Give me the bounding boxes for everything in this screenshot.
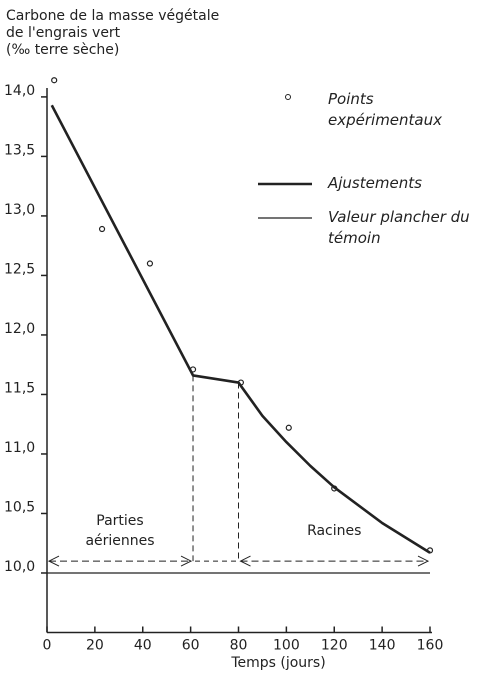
y-tick-label: 11,0 <box>4 440 35 456</box>
fit-line <box>50 104 431 554</box>
legend-label: Valeur plancher du témoin <box>328 208 470 247</box>
y-tick-label: 14,0 <box>4 83 35 99</box>
arrow-head <box>239 555 251 567</box>
x-tick-label: 120 <box>321 638 348 654</box>
data-point <box>146 260 154 267</box>
x-tick-label: 100 <box>273 638 300 654</box>
y-tick-label: 12,5 <box>4 261 35 277</box>
x-axis-label: Temps (jours) <box>230 655 325 671</box>
legend-label: Ajustements <box>328 174 422 192</box>
y-tick-label: 13,5 <box>4 142 35 158</box>
chart-title: de l'engrais vert <box>6 25 121 41</box>
x-tick-label: 160 <box>417 638 444 654</box>
x-tick-label: 140 <box>369 638 396 654</box>
legend-label: Points expérimentaux <box>328 90 442 129</box>
x-tick-label: 40 <box>134 638 152 654</box>
arrow-head <box>47 555 60 567</box>
data-point <box>51 77 58 84</box>
data-point <box>285 424 292 431</box>
legend-marker <box>285 94 291 100</box>
chart-title: (‰ terre sèche) <box>6 42 119 58</box>
arrow-head <box>417 555 430 567</box>
y-tick-label: 10,5 <box>4 499 35 515</box>
data-point <box>98 225 106 233</box>
y-tick-label: 10,0 <box>4 559 35 575</box>
chart-title: Carbone de la masse végétale <box>6 8 219 24</box>
x-tick-label: 0 <box>43 638 52 654</box>
y-tick-label: 12,0 <box>4 321 35 337</box>
region-label: Racines <box>307 523 361 539</box>
x-tick-label: 60 <box>182 638 200 654</box>
y-tick-label: 11,5 <box>4 380 35 396</box>
region-label: Parties aériennes <box>85 513 154 549</box>
x-tick-label: 20 <box>86 638 104 654</box>
x-tick-label: 80 <box>230 638 248 654</box>
arrow-head <box>180 555 193 567</box>
y-tick-label: 13,0 <box>4 202 35 218</box>
